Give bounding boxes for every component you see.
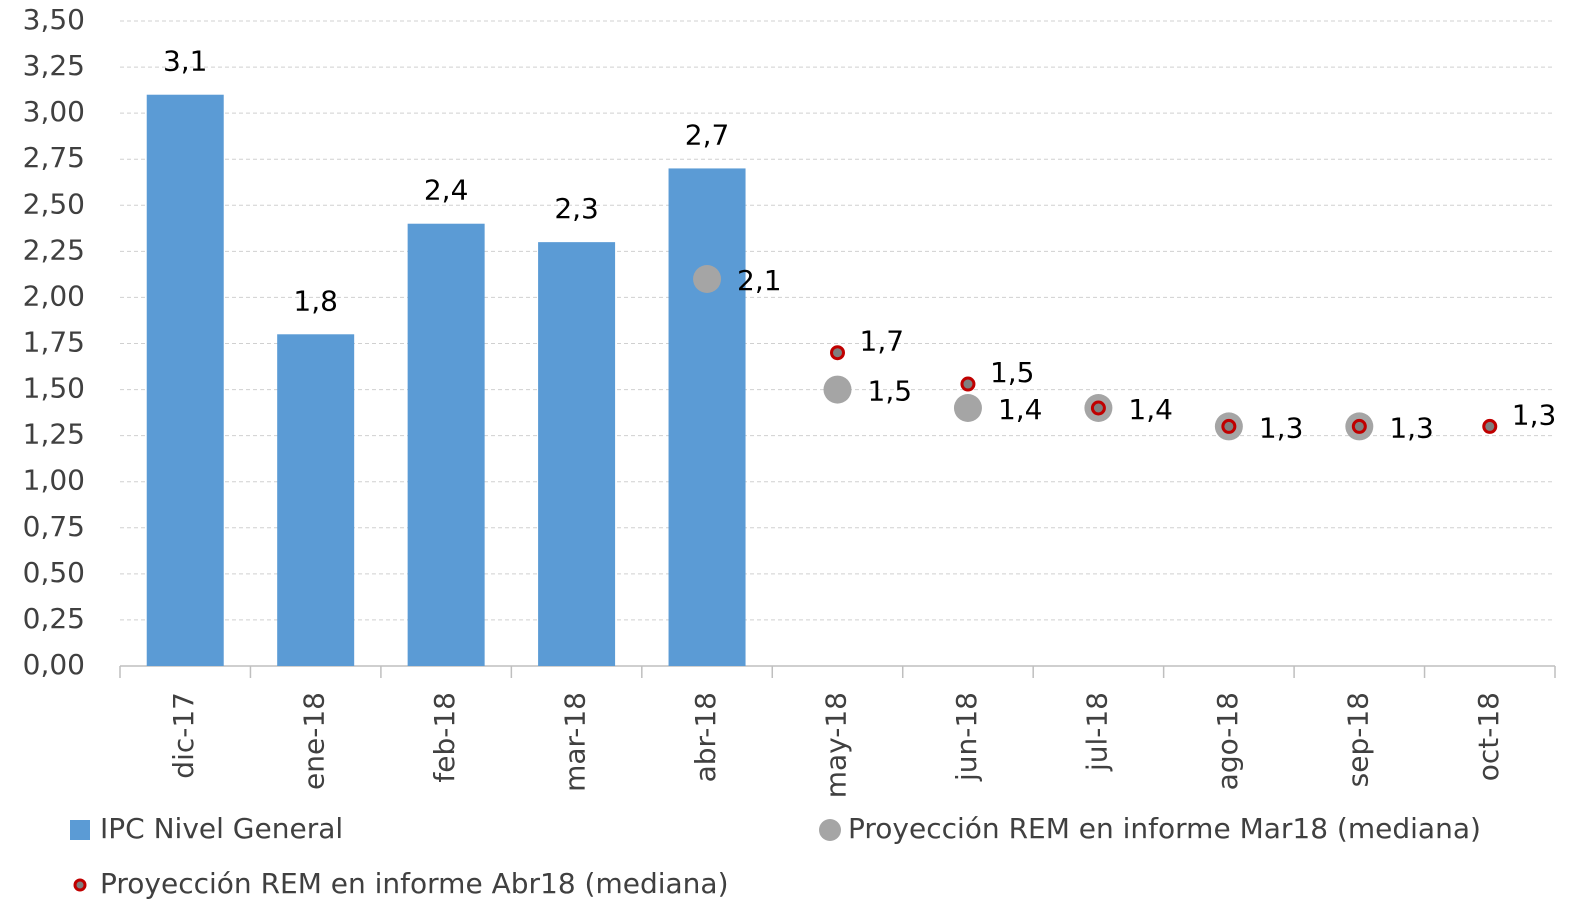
legend-label: Proyección REM en informe Mar18 (mediana… xyxy=(848,812,1481,845)
x-tick-label: dic-17 xyxy=(167,692,200,779)
legend-swatch xyxy=(73,878,87,892)
data-label: 2,4 xyxy=(424,174,469,207)
y-tick-label: 1,50 xyxy=(23,372,85,405)
x-tick-label: ene-18 xyxy=(298,692,331,790)
y-tick-label: 3,50 xyxy=(23,3,85,36)
data-label: 3,1 xyxy=(163,45,208,78)
bar xyxy=(538,242,616,666)
y-tick-label: 3,00 xyxy=(23,95,85,128)
data-label: 1,4 xyxy=(998,393,1043,426)
data-label: 1,5 xyxy=(868,375,913,408)
y-tick-label: 2,50 xyxy=(23,187,85,220)
y-tick-label: 0,50 xyxy=(23,556,85,589)
y-tick-label: 1,00 xyxy=(23,464,85,497)
marker xyxy=(693,265,722,293)
bar xyxy=(146,94,224,666)
bar xyxy=(668,168,746,666)
data-label: 1,8 xyxy=(293,284,338,317)
x-tick-label: mar-18 xyxy=(559,692,592,792)
x-tick-label: jun-18 xyxy=(950,692,983,782)
data-label: 2,1 xyxy=(737,264,782,297)
y-tick-label: 0,75 xyxy=(23,510,85,543)
data-label: 1,3 xyxy=(1259,411,1304,444)
legend-label: IPC Nivel General xyxy=(100,812,343,845)
y-tick-label: 2,75 xyxy=(23,141,85,174)
data-label: 2,7 xyxy=(685,118,730,151)
x-tick-label: oct-18 xyxy=(1472,692,1505,781)
marker xyxy=(823,375,852,404)
data-label: 2,3 xyxy=(554,192,599,225)
x-tick-label: may-18 xyxy=(820,692,853,798)
legend-swatch xyxy=(70,820,90,840)
bar xyxy=(277,334,355,666)
y-tick-label: 1,75 xyxy=(23,326,85,359)
marker xyxy=(1090,400,1106,416)
x-tick-label: feb-18 xyxy=(428,692,461,783)
legend-label: Proyección REM en informe Abr18 (mediana… xyxy=(100,867,729,900)
marker xyxy=(1482,418,1498,434)
y-tick-label: 0,00 xyxy=(23,648,85,681)
marker xyxy=(1351,418,1367,434)
x-tick-label: abr-18 xyxy=(689,692,722,782)
marker xyxy=(960,376,976,392)
bar xyxy=(407,223,485,666)
y-tick-label: 0,25 xyxy=(23,602,85,635)
marker xyxy=(830,345,845,361)
y-tick-label: 2,25 xyxy=(23,233,85,266)
x-tick-label: jul-18 xyxy=(1080,692,1113,772)
data-label: 1,3 xyxy=(1389,411,1434,444)
data-label: 1,5 xyxy=(990,356,1035,389)
data-label: 1,4 xyxy=(1128,393,1173,426)
data-label: 1,7 xyxy=(860,325,905,358)
x-tick-label: ago-18 xyxy=(1211,692,1244,790)
y-tick-label: 1,25 xyxy=(23,418,85,451)
marker xyxy=(1221,418,1237,434)
x-tick-label: sep-18 xyxy=(1341,692,1374,787)
data-label: 1,3 xyxy=(1512,398,1557,431)
y-tick-label: 2,00 xyxy=(23,279,85,312)
y-tick-label: 3,25 xyxy=(23,49,85,82)
legend-swatch xyxy=(819,819,841,841)
marker xyxy=(953,394,982,422)
